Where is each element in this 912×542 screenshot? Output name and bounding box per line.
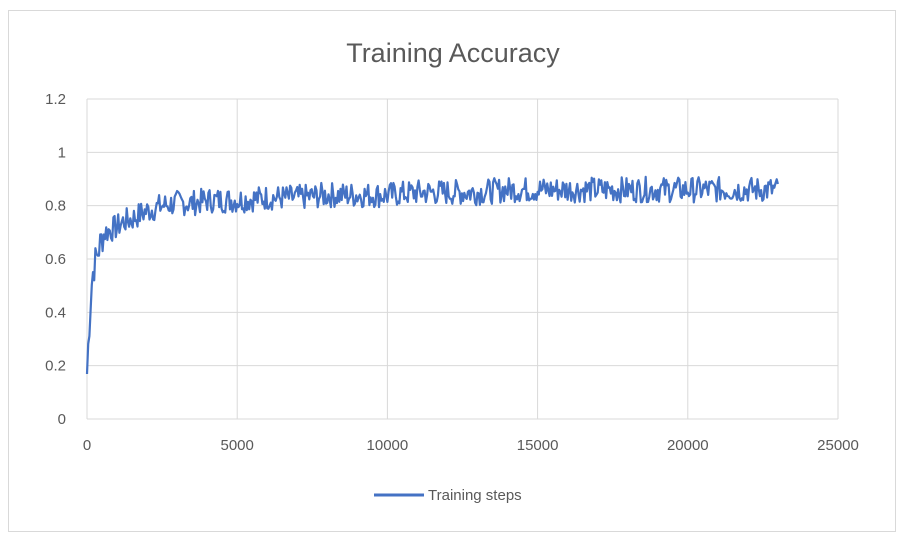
x-tick-label: 20000: [667, 437, 709, 454]
x-axis-ticks: 0 5000 10000 15000 20000 25000: [83, 437, 859, 454]
y-tick-label: 0.8: [45, 198, 66, 215]
chart-area: Training Accuracy 0 0.2 0.4 0.6 0.8 1 1.2 0 500…: [8, 10, 896, 532]
x-tick-label: 0: [83, 437, 91, 454]
legend: Training steps: [374, 487, 522, 504]
legend-label: Training steps: [428, 487, 522, 504]
line-chart: Training Accuracy 0 0.2 0.4 0.6 0.8 1 1.2 0 500…: [45, 38, 859, 504]
y-tick-label: 0.6: [45, 251, 66, 268]
y-tick-label: 0: [58, 411, 66, 428]
y-tick-label: 0.4: [45, 304, 66, 321]
series-line: [85, 175, 779, 375]
x-tick-label: 25000: [817, 437, 859, 454]
x-tick-label: 15000: [517, 437, 559, 454]
series-layer: [85, 175, 779, 375]
gridlines: [86, 98, 839, 420]
x-tick-label: 10000: [367, 437, 409, 454]
y-tick-label: 1.2: [45, 91, 66, 108]
chart-title: Training Accuracy: [346, 38, 560, 68]
y-tick-label: 1: [58, 144, 66, 161]
y-tick-label: 0.2: [45, 358, 66, 375]
y-axis-ticks: 0 0.2 0.4 0.6 0.8 1 1.2: [45, 91, 66, 428]
x-tick-label: 5000: [221, 437, 254, 454]
